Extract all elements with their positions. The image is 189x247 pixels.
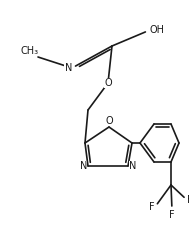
Text: O: O xyxy=(104,78,112,88)
Text: N: N xyxy=(129,161,136,171)
Text: F: F xyxy=(169,210,175,220)
Text: F: F xyxy=(187,195,189,205)
Text: N: N xyxy=(80,161,87,171)
Text: N: N xyxy=(65,63,72,73)
Text: F: F xyxy=(149,202,155,212)
Text: CH₃: CH₃ xyxy=(21,46,39,56)
Text: O: O xyxy=(105,116,113,126)
Text: OH: OH xyxy=(150,25,165,35)
